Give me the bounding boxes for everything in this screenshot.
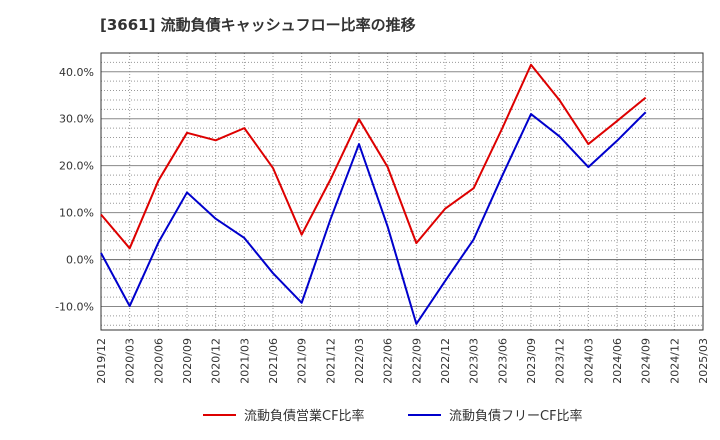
x-tick-label: 2021/03 [238, 338, 251, 384]
x-tick-label: 2023/12 [554, 338, 567, 384]
x-tick-label: 2021/09 [296, 338, 309, 384]
legend-label-1: 流動負債営業CF比率 [244, 408, 365, 424]
x-tick-label: 2024/12 [668, 338, 681, 384]
y-tick-label: 10.0% [59, 207, 94, 220]
x-tick-label: 2025/03 [697, 338, 710, 384]
legend-label-2: 流動負債フリーCF比率 [449, 408, 583, 424]
series-line-2 [100, 111, 647, 325]
plot-frame [100, 52, 704, 331]
x-tick-label: 2024/03 [582, 338, 595, 384]
x-tick-label: 2022/12 [439, 338, 452, 384]
x-tick-label: 2022/03 [353, 338, 366, 384]
x-tick-label: 2022/09 [410, 338, 423, 384]
x-tick-label: 2023/06 [496, 338, 509, 384]
y-tick-label: 30.0% [59, 113, 94, 126]
x-tick-label: 2024/06 [611, 338, 624, 384]
x-tick-label: 2021/12 [324, 338, 337, 384]
series-line-1 [100, 63, 647, 250]
chart-title: [3661] 流動負債キャッシュフロー比率の推移 [100, 16, 416, 34]
y-tick-label: 0.0% [66, 254, 94, 267]
x-tick-label: 2020/09 [181, 338, 194, 384]
x-tick-label: 2020/06 [152, 338, 165, 384]
x-tick-label: 2024/09 [640, 338, 653, 384]
x-tick-label: 2020/03 [124, 338, 137, 384]
x-tick-label: 2023/09 [525, 338, 538, 384]
x-tick-label: 2021/06 [267, 338, 280, 384]
y-tick-label: -10.0% [55, 301, 94, 314]
x-tick-label: 2022/06 [382, 338, 395, 384]
y-tick-label: 40.0% [59, 66, 94, 79]
x-tick-label: 2020/12 [210, 338, 223, 384]
y-tick-label: 20.0% [59, 160, 94, 173]
plot-area [101, 53, 703, 330]
x-tick-label: 2019/12 [95, 338, 108, 384]
x-tick-label: 2023/03 [468, 338, 481, 384]
